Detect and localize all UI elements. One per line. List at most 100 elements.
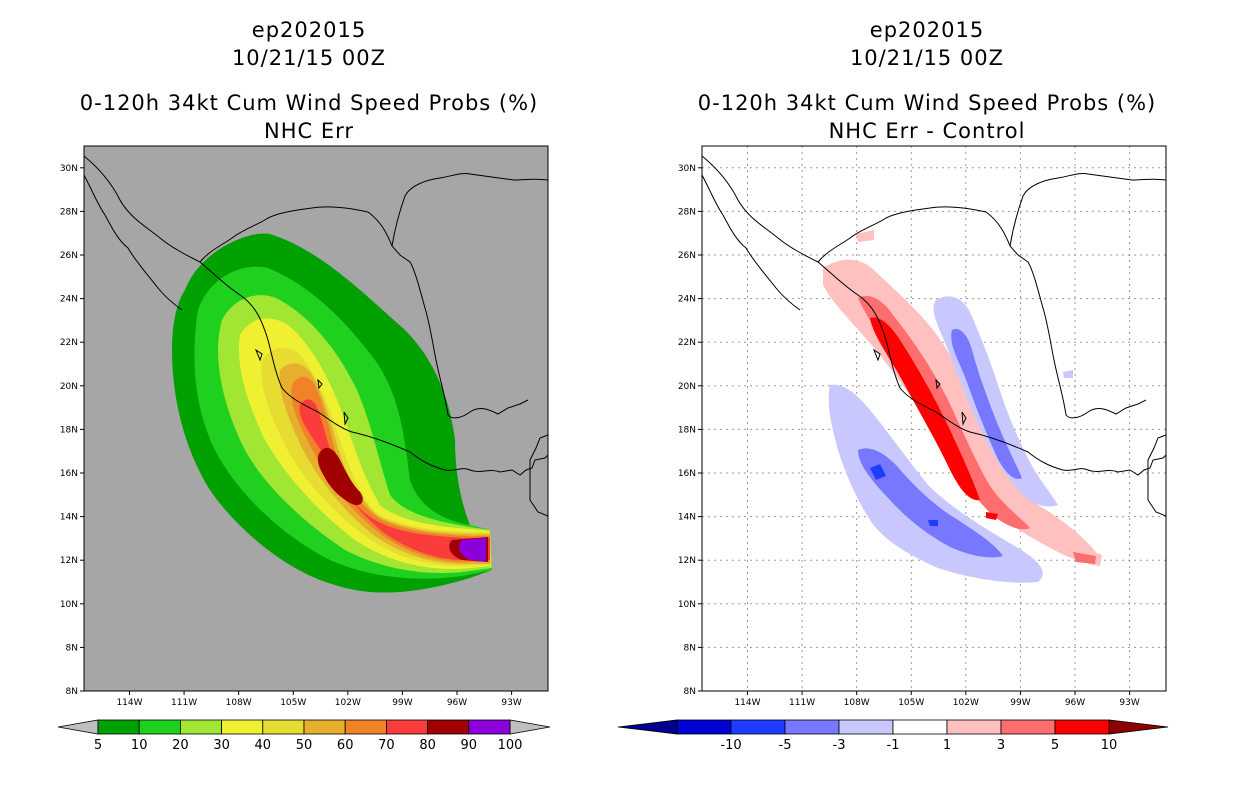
lat-tick-label: 24N (60, 295, 78, 305)
colorbar-label: 10 (131, 738, 148, 753)
coastline (84, 155, 548, 517)
lat-tick-label: 8N (684, 687, 696, 697)
colorbar-swatch (1000, 719, 1056, 735)
colorbar: 5 10 20 30 40 50 60 70 80 90 100 (57, 719, 551, 753)
colorbar-label: 60 (337, 738, 354, 753)
lon-axis: 114W 111W 108W 105W 102W 99W 96W 93W (116, 691, 522, 708)
contour-negative-1-lower (828, 384, 1043, 583)
colorbar-label: 5 (1051, 738, 1059, 753)
colorbar-label: 3 (997, 738, 1005, 753)
lat-tick-label: 22N (60, 338, 78, 348)
lat-tick-label: 28N (60, 207, 78, 217)
lat-tick-label: 30N (678, 164, 696, 174)
colorbar-swatch (303, 719, 346, 735)
lat-tick-label: 8N (66, 687, 78, 697)
contour-negative-3-lower (858, 448, 1003, 558)
lat-tick-label: 8N (66, 643, 78, 653)
lon-tick-label: 99W (1010, 698, 1030, 708)
lon-tick-label: 93W (1119, 698, 1139, 708)
map-frame (83, 145, 549, 692)
colorbar-label: 90 (461, 738, 478, 753)
lon-tick-label: 96W (1065, 698, 1085, 708)
product-title: 0-120h 34kt Cum Wind Speed Probs (%) (79, 91, 539, 115)
colorbar-swatch (385, 719, 428, 735)
difference-contours (823, 230, 1102, 583)
lat-axis: 8N 8N 10N 12N 14N 16N 18N 20N 22N 24N 26N 28N 30N (60, 164, 84, 697)
lon-tick-label: 102W (953, 698, 979, 708)
lat-tick-label: 26N (678, 251, 696, 261)
colorbar-swatch (468, 719, 511, 735)
colorbar-swatch (262, 719, 305, 735)
colorbar-label: -1 (887, 738, 900, 753)
lat-tick-label: 14N (678, 513, 696, 523)
colorbar-swatch (179, 719, 222, 735)
colorbar-label: 5 (94, 738, 102, 753)
lon-tick-label: 114W (734, 698, 760, 708)
lat-tick-label: 24N (678, 295, 696, 305)
colorbar: -10 -5 -3 -1 1 3 5 10 (617, 719, 1169, 753)
colorbar-swatch (784, 719, 840, 735)
lat-tick-label: 14N (60, 513, 78, 523)
lat-tick-label: 18N (678, 425, 696, 435)
colorbar-label: 40 (255, 738, 272, 753)
lat-tick-label: 28N (678, 207, 696, 217)
lon-tick-label: 105W (898, 698, 924, 708)
colorbar-low-arrow (57, 719, 99, 735)
lat-tick-label: 22N (678, 338, 696, 348)
colorbar-swatch (676, 719, 732, 735)
colorbar-swatch (946, 719, 1002, 735)
storm-id-title: ep202015 (251, 18, 367, 42)
lon-axis: 114W 111W 108W 105W 102W 99W 96W 93W (734, 691, 1140, 708)
lon-tick-label: 99W (392, 698, 412, 708)
colorbar-swatch (97, 719, 140, 735)
lon-tick-label: 111W (789, 698, 815, 708)
subtitle: NHC Err - Control (828, 119, 1026, 143)
lat-tick-label: 10N (678, 600, 696, 610)
datetime-title: 10/21/15 00Z (231, 46, 387, 70)
colorbar-swatch (838, 719, 894, 735)
colorbar-label: 100 (498, 738, 523, 753)
lon-tick-label: 93W (501, 698, 521, 708)
colorbar-swatch (892, 719, 948, 735)
colorbar-label: 1 (943, 738, 951, 753)
datetime-title: 10/21/15 00Z (849, 46, 1005, 70)
lat-tick-label: 20N (678, 382, 696, 392)
lat-tick-label: 26N (60, 251, 78, 261)
colorbar-label: 80 (419, 738, 436, 753)
lon-tick-label: 105W (280, 698, 306, 708)
lat-tick-label: 16N (678, 469, 696, 479)
lon-tick-label: 114W (116, 698, 142, 708)
lat-tick-label: 8N (684, 643, 696, 653)
lat-tick-label: 16N (60, 469, 78, 479)
lat-axis: 8N 8N 10N 12N 14N 16N 18N 20N 22N 24N 26N 28N 30N (678, 164, 702, 697)
lat-tick-label: 10N (60, 600, 78, 610)
colorbar-high-arrow (509, 719, 551, 735)
left-map-figure: 8N 8N 10N 12N 14N 16N 18N 20N 22N 24N 26N 28N 30N 11… (57, 145, 551, 753)
colorbar-label: 70 (378, 738, 395, 753)
colorbar-label: -10 (720, 738, 741, 753)
colorbar-swatch (344, 719, 387, 735)
colorbar-swatch (1054, 719, 1110, 735)
product-title: 0-120h 34kt Cum Wind Speed Probs (%) (697, 91, 1157, 115)
contour-negative-5-lower (870, 464, 938, 526)
colorbar-label: -5 (779, 738, 792, 753)
colorbar-label: 50 (296, 738, 313, 753)
colorbar-label: 10 (1101, 738, 1118, 753)
subtitle: NHC Err (263, 119, 354, 143)
storm-id-title: ep202015 (869, 18, 985, 42)
lon-tick-label: 96W (447, 698, 467, 708)
lat-tick-label: 18N (60, 425, 78, 435)
colorbar-swatch (221, 719, 264, 735)
right-map-panel: ep202015 10/21/15 00Z 0-120h 34kt Cum Wi… (617, 0, 1236, 800)
lon-tick-label: 102W (335, 698, 361, 708)
lat-tick-label: 12N (678, 556, 696, 566)
colorbar-label: 20 (172, 738, 189, 753)
lat-tick-label: 12N (60, 556, 78, 566)
map-frame (701, 145, 1167, 692)
lat-tick-label: 20N (60, 382, 78, 392)
lon-tick-label: 111W (171, 698, 197, 708)
colorbar-label: -3 (833, 738, 846, 753)
lon-tick-label: 108W (844, 698, 870, 708)
colorbar-high-arrow (1108, 719, 1169, 735)
